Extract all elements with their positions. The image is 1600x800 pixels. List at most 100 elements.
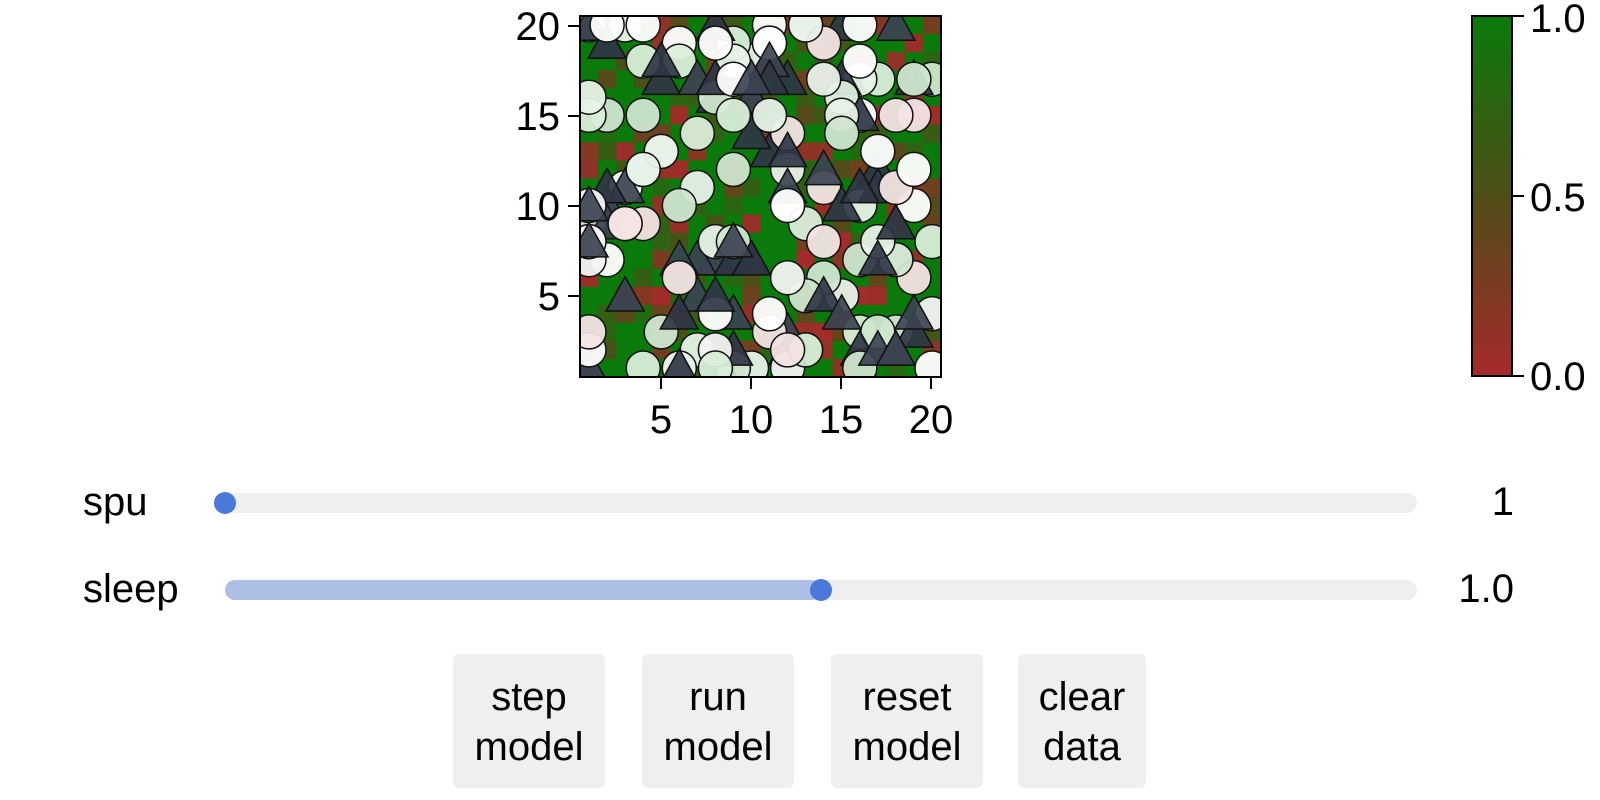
agent-triangle xyxy=(580,184,610,222)
x-tick-label: 5 xyxy=(650,398,672,440)
heatmap-cell xyxy=(580,142,599,161)
agent-circle xyxy=(860,133,896,170)
agent-circle xyxy=(580,314,607,350)
agent-circle xyxy=(787,16,824,43)
heatmap-cell xyxy=(922,34,941,53)
slider-spu-track[interactable] xyxy=(214,492,1417,514)
heatmap-cell xyxy=(886,286,906,306)
slider-spu-handle[interactable] xyxy=(214,492,236,514)
reset-model-button[interactable]: reset model xyxy=(831,654,983,788)
colorbar-gradient xyxy=(1471,15,1513,377)
agent-triangle xyxy=(893,293,935,330)
agent-circle xyxy=(842,16,878,43)
agent-circle xyxy=(805,223,842,260)
slider-sleep-handle[interactable] xyxy=(810,579,832,601)
agent-circle xyxy=(751,296,788,332)
slider-spu-value: 1 xyxy=(1491,480,1514,524)
agent-triangle xyxy=(803,148,844,186)
agent-triangle xyxy=(821,184,862,222)
heatmap-cell xyxy=(796,250,816,270)
agent-circle xyxy=(625,97,661,134)
agent-triangle xyxy=(713,221,754,258)
y-axis: 20 15 10 5 xyxy=(516,5,580,319)
heatmap-cell xyxy=(598,70,617,89)
heatmap-cell xyxy=(580,286,599,306)
agent-circle xyxy=(769,332,806,368)
agent-triangle xyxy=(893,311,935,348)
agent-circle xyxy=(751,97,788,134)
heatmap-cell xyxy=(706,142,725,161)
agent-triangle xyxy=(640,40,682,78)
x-tick-label: 10 xyxy=(729,398,774,440)
agent-circle xyxy=(769,187,806,224)
heatmap-cell xyxy=(616,124,635,143)
heatmap-cell xyxy=(778,232,798,252)
agent-triangle xyxy=(803,275,844,312)
heatmap-cell xyxy=(598,142,617,161)
heatmap-cell xyxy=(616,88,635,107)
clear-data-button[interactable]: clear data xyxy=(1018,654,1146,788)
agent-circle xyxy=(914,223,941,260)
agent-triangle xyxy=(875,16,917,41)
agent-circle xyxy=(715,151,752,188)
heatmap-cell xyxy=(652,178,671,197)
heatmap-cell xyxy=(706,196,725,216)
agent-triangle xyxy=(821,293,862,330)
y-tick-label: 5 xyxy=(538,275,560,319)
agent-triangle xyxy=(604,275,646,312)
step-model-button[interactable]: step model xyxy=(453,654,605,788)
heatmap-cell xyxy=(796,52,816,71)
heatmap-cell xyxy=(796,106,816,125)
heatmap-cell xyxy=(670,106,689,125)
heatmap-cell xyxy=(868,286,888,306)
agent-triangle xyxy=(731,239,772,276)
agent-circle xyxy=(661,259,698,296)
agent-circle xyxy=(625,16,661,43)
agent-circle xyxy=(769,259,806,296)
heatmap-cell xyxy=(886,52,906,71)
colorbar-tick-label: 1.0 xyxy=(1530,0,1586,41)
heatmap-cell xyxy=(580,160,599,179)
slider-sleep: sleep 1.0 xyxy=(0,559,1600,619)
agent-triangle xyxy=(875,329,917,366)
slider-spu-label: spu xyxy=(83,480,148,524)
heatmap-cell xyxy=(670,160,689,179)
y-tick-label: 10 xyxy=(516,185,561,229)
agent-circle xyxy=(580,79,607,115)
heatmap-cell xyxy=(652,232,671,252)
agent-circle xyxy=(625,350,661,377)
x-axis: 5 10 15 20 xyxy=(650,377,953,440)
slider-spu: spu 1 xyxy=(0,472,1600,532)
heatmap-cell xyxy=(814,358,834,377)
run-model-button[interactable]: run model xyxy=(642,654,794,788)
heatmap-cell xyxy=(922,124,941,143)
agent-circle xyxy=(679,115,716,152)
heatmap-cell xyxy=(742,286,761,306)
agent-triangle xyxy=(767,130,808,168)
agent-triangle xyxy=(875,203,917,240)
agent-circle xyxy=(625,151,661,188)
heatmap-cell xyxy=(922,178,941,197)
agent-triangle xyxy=(731,112,772,150)
heatmap-cell xyxy=(742,196,761,216)
slider-sleep-track[interactable] xyxy=(225,579,1417,601)
heatmap-cell xyxy=(760,214,780,234)
agent-circle xyxy=(661,187,698,224)
agent-circle xyxy=(607,205,643,242)
agent-circle xyxy=(715,97,752,134)
heatmap-cell xyxy=(634,268,653,288)
y-tick-label: 15 xyxy=(516,95,561,139)
colorbar-tick-label: 0.0 xyxy=(1530,355,1586,399)
plot-area: 20 15 10 5 5 10 15 20 1.0 0.5 0.0 xyxy=(516,0,1586,440)
agent-circle xyxy=(697,25,734,61)
x-tick-label: 20 xyxy=(909,398,954,440)
agent-circle xyxy=(896,151,932,188)
x-tick-label: 15 xyxy=(819,398,864,440)
heatmap-cell xyxy=(742,214,761,234)
agent-circle xyxy=(805,61,842,97)
heatmap-cell xyxy=(652,286,671,306)
heatmap-cell xyxy=(616,70,635,89)
heatmap-cell xyxy=(616,322,635,342)
agent-triangle xyxy=(580,221,610,258)
heatmap-cell xyxy=(922,16,941,35)
